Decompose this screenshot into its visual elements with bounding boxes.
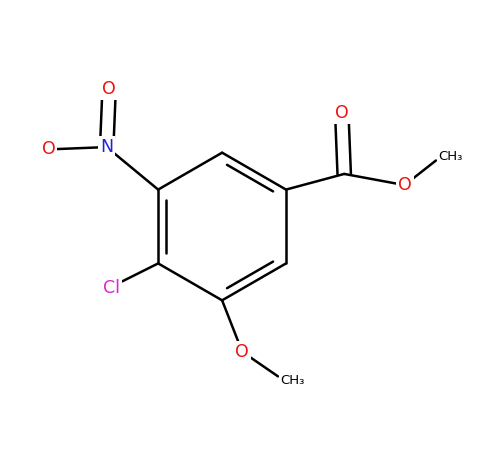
- Text: Cl: Cl: [103, 279, 120, 297]
- Text: CH₃: CH₃: [438, 149, 463, 163]
- Text: CH₃: CH₃: [280, 374, 305, 387]
- Text: O: O: [235, 343, 249, 361]
- Text: O: O: [398, 176, 411, 194]
- Text: O: O: [102, 80, 116, 98]
- Text: O: O: [335, 104, 349, 121]
- Text: N: N: [100, 138, 113, 156]
- Text: O: O: [42, 140, 55, 158]
